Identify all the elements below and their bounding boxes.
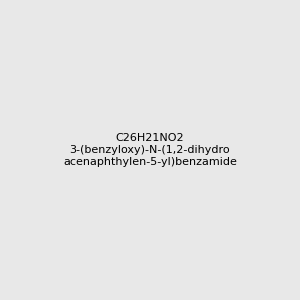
Text: C26H21NO2
3-(benzyloxy)-N-(1,2-dihydro
acenaphthylen-5-yl)benzamide: C26H21NO2 3-(benzyloxy)-N-(1,2-dihydro a…: [63, 134, 237, 166]
